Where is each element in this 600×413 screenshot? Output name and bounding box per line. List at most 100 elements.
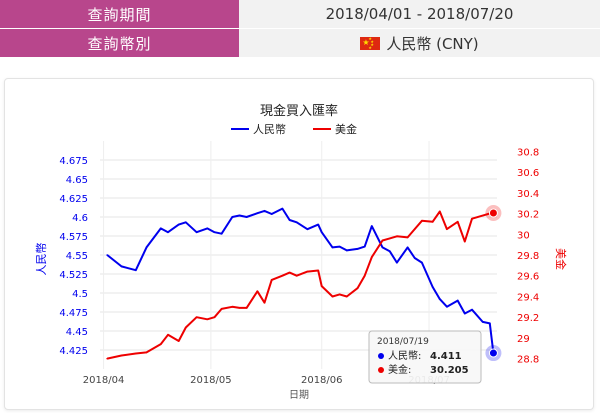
data-point-cny (288, 219, 291, 221)
legend-usd-label: 美金 (335, 122, 357, 136)
y-tick-label-left: 4.6 (72, 213, 88, 224)
x-axis-title: 日期 (289, 389, 309, 401)
y-tick-label-left: 4.5 (72, 289, 88, 300)
y-tick-label-right: 29.2 (517, 313, 539, 324)
x-tick-label: 2018/06 (301, 375, 343, 386)
data-point-cny (245, 216, 248, 218)
china-flag-icon: ★ ★ ★ ★ ★ (360, 36, 381, 50)
query-period-label: 查詢期間 (0, 0, 239, 28)
data-point-usd (145, 351, 148, 354)
data-point-cny (446, 305, 448, 308)
data-point-usd (177, 340, 180, 342)
exchange-rate-chart[interactable]: 4.425 4.45 4.475 4.5 4.525 4.55 4.575 4.6 4.625 4… (5, 79, 593, 409)
y-tick-label-right: 29 (517, 334, 530, 345)
data-point-usd (356, 287, 359, 289)
y-axis-left-title: 人民幣 (35, 243, 48, 276)
query-period-row: 查詢期間 2018/04/01 - 2018/07/20 (0, 0, 600, 29)
y-tick-label-left: 4.475 (59, 308, 88, 319)
data-point-cny (381, 246, 384, 249)
tooltip-row-value: 4.411 (430, 351, 462, 362)
y-tick-label-left: 4.675 (59, 156, 88, 167)
data-point-usd (220, 308, 223, 310)
data-point-cny (256, 212, 259, 214)
tooltip-bullet (378, 367, 384, 373)
data-point-cny (145, 246, 148, 249)
data-point-usd (438, 210, 441, 213)
data-point-usd (317, 269, 319, 272)
data-point-cny (489, 322, 491, 325)
data-point-usd (295, 274, 298, 277)
data-point-cny (206, 227, 209, 230)
data-point-cny (281, 207, 284, 210)
data-point-cny (413, 257, 416, 259)
data-point-usd (134, 352, 137, 355)
data-point-usd (363, 274, 366, 277)
query-currency-row: 查詢幣別 ★ ★ ★ ★ ★ 人民幣 (CNY) (0, 29, 600, 58)
chart-title: 現金買入匯率 (260, 103, 338, 119)
data-point-cny (185, 221, 187, 224)
tooltip-bullet (378, 353, 384, 359)
tooltip-row-label: 美金: (388, 363, 411, 376)
y-tick-label-left: 4.625 (59, 194, 88, 205)
y-tick-label-left: 4.575 (59, 232, 88, 243)
y-tick-label-right: 30.2 (517, 210, 539, 221)
data-point-cny (471, 308, 473, 311)
data-point-usd (345, 295, 348, 298)
data-point-cny (167, 231, 169, 233)
data-point-cny (220, 232, 223, 235)
y-tick-label-right: 28.8 (517, 355, 539, 366)
data-point-cny (388, 250, 391, 252)
data-point-cny (456, 299, 459, 302)
data-point-usd (396, 235, 398, 238)
y-tick-label-left: 4.55 (66, 251, 88, 262)
x-tick-label: 2018/04 (83, 375, 125, 386)
data-point-usd (206, 318, 209, 321)
query-info-table: 查詢期間 2018/04/01 - 2018/07/20 查詢幣別 ★ ★ ★ … (0, 0, 600, 58)
data-point-usd (456, 221, 459, 223)
data-point-usd (421, 220, 423, 222)
y-tick-label-right: 30.6 (517, 168, 539, 179)
y-tick-label-left: 4.45 (66, 327, 88, 338)
data-point-cny (195, 231, 198, 233)
y-tick-label-left: 4.425 (59, 346, 88, 357)
y-tick-label-right: 30.4 (517, 189, 539, 200)
query-currency-cell: ★ ★ ★ ★ ★ 人民幣 (CNY) (239, 29, 600, 57)
legend-item-usd[interactable]: 美金 (313, 122, 357, 136)
data-point-usd (331, 295, 334, 298)
exchange-rate-chart-card: 4.425 4.45 4.475 4.5 4.525 4.55 4.575 4.6 4.625 4… (4, 78, 594, 410)
data-point-cny (270, 213, 273, 215)
data-point-usd (431, 221, 434, 223)
tooltip-box (368, 330, 482, 384)
data-point-cny (306, 228, 309, 230)
data-point-usd (464, 240, 466, 243)
data-point-usd (281, 274, 284, 277)
hover-marker-cny (488, 348, 498, 358)
data-point-cny (331, 246, 334, 249)
data-point-cny (263, 210, 266, 212)
data-point-usd (471, 217, 473, 220)
tooltip-row-label: 人民幣: (388, 350, 421, 362)
data-point-cny (160, 227, 162, 230)
y-tick-label-left: 4.65 (66, 175, 88, 186)
y-axis-right-title: 美金 (554, 248, 568, 270)
data-point-usd (263, 301, 266, 304)
data-point-cny (338, 245, 341, 248)
data-point-cny (320, 231, 323, 233)
y-tick-label-left: 4.525 (59, 270, 88, 281)
data-point-usd (413, 228, 416, 230)
data-point-cny (371, 225, 373, 227)
data-point-cny (134, 269, 137, 271)
y-tick-label-right: 29.4 (517, 292, 539, 303)
data-point-usd (406, 236, 409, 239)
data-point-usd (245, 307, 248, 309)
data-point-usd (160, 343, 162, 345)
data-point-cny (345, 249, 348, 252)
data-point-usd (381, 239, 384, 242)
data-point-cny (213, 231, 216, 233)
legend-item-cny[interactable]: 人民幣 (231, 123, 286, 136)
data-point-cny (406, 246, 409, 249)
data-point-usd (120, 354, 123, 357)
data-point-cny (231, 216, 234, 218)
y-tick-label-right: 29.8 (517, 251, 539, 262)
data-point-usd (256, 290, 259, 293)
